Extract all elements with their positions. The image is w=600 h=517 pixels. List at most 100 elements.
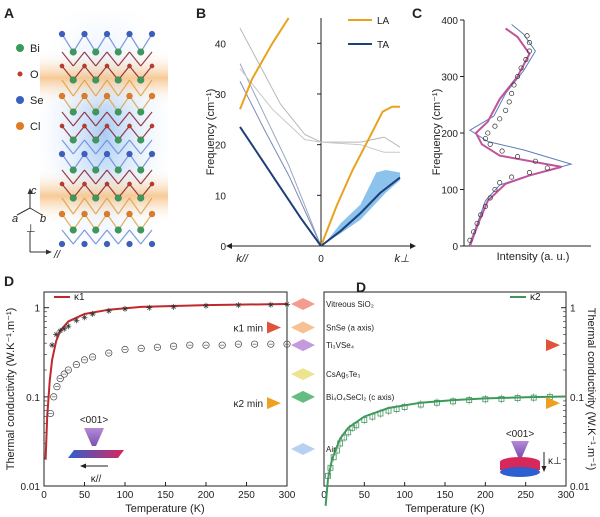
material-label: SnSe (a axis) (326, 323, 374, 332)
kappa-x-tick-label: 50 (359, 490, 371, 501)
lattice-bond (117, 51, 130, 67)
material-diamond (291, 339, 315, 352)
dos-y-tick-label: 200 (441, 129, 458, 140)
dos-marker (467, 237, 473, 243)
atom-cl (148, 92, 156, 100)
kappa2-point (385, 407, 392, 414)
kappa-par-point (186, 341, 194, 349)
lattice-bond (84, 111, 97, 127)
kappa-par-point (80, 356, 89, 364)
lattice-bond (106, 79, 119, 97)
legend-la: LA (377, 16, 390, 27)
lattice-bond (140, 197, 153, 215)
inset-right-disk-mid (500, 462, 540, 470)
kappa1-point (267, 301, 274, 308)
atom-bi (114, 136, 122, 144)
kappa2-point (417, 401, 424, 408)
dos-marker (503, 107, 509, 113)
kappa2-point (530, 394, 537, 401)
lattice-bond (117, 111, 130, 127)
atom-o (104, 123, 110, 129)
x-tick-kpar: k// (236, 253, 249, 265)
branch-ta (239, 126, 322, 247)
kappa1-point (235, 302, 242, 309)
legend-bi-dot (16, 44, 24, 52)
material-label: Bi₄O₄SeCl₂ (c axis) (326, 393, 395, 402)
kappa2-point (450, 398, 456, 405)
axis-par-label: // (53, 249, 61, 261)
atom-o (127, 123, 132, 129)
lattice-bond (129, 51, 142, 67)
kappa-min-arrow (267, 397, 281, 410)
atom-bi (69, 226, 77, 234)
atom-cl (81, 210, 88, 218)
lattice-bond (117, 139, 130, 155)
kappa-x-tick-label: 50 (79, 490, 91, 501)
optical-branch (239, 63, 322, 247)
kappa2-point (369, 413, 376, 420)
lattice-bond (61, 229, 74, 245)
lattice-bond (95, 229, 108, 245)
y-tick-label: 30 (215, 90, 227, 101)
kappa1-point (57, 327, 64, 334)
dos-marker (485, 130, 491, 136)
lattice-bond (140, 229, 153, 245)
lattice-bond (61, 111, 74, 127)
atom-bi (137, 194, 145, 202)
axis-triad: c a b ⊥ // (12, 185, 61, 261)
lattice-bond (106, 229, 119, 245)
lattice-bond (117, 229, 130, 245)
kappa1-point (81, 314, 88, 321)
kappa1-point (105, 307, 112, 314)
kappa2-point (327, 464, 334, 471)
legend-ta: TA (377, 40, 389, 51)
panel-a-letter: A (4, 5, 14, 21)
kappa2-legend: κ2 (510, 292, 541, 303)
lattice-bond (72, 79, 85, 97)
kappa-x-tick-label: 250 (238, 490, 255, 501)
dos-marker (478, 212, 484, 218)
atom-bi (137, 108, 145, 116)
kappa-x-tick-label: 100 (396, 490, 413, 501)
optical-branches (239, 27, 401, 247)
lattice-bond (72, 139, 85, 155)
kappa-par-point (137, 344, 145, 352)
lattice-bond (95, 169, 108, 185)
dos-marker (526, 40, 533, 46)
axis-c-label: c (31, 185, 37, 197)
kappa2-point (341, 434, 348, 441)
lattice-bond (72, 229, 85, 245)
atom-bi (114, 108, 122, 116)
lattice-bond (106, 33, 119, 53)
x-tick-kperp: k⊥ (394, 253, 409, 265)
atom-cl (103, 92, 111, 100)
dos-marker (497, 116, 503, 122)
atom-bi (69, 76, 77, 84)
kappa-par-point (267, 340, 275, 348)
lattice-bond (84, 139, 97, 155)
kappa-y-tick-label: 0.1 (570, 393, 584, 404)
branch-la (239, 17, 290, 110)
atom-se (81, 240, 88, 248)
atom-se (148, 30, 156, 38)
lattice-bond (95, 197, 108, 215)
inset-right-disk-bottom (500, 467, 540, 477)
atom-bi (137, 136, 145, 144)
kappa-frame (323, 291, 567, 487)
dos-marker (482, 136, 488, 142)
kappa2-point (334, 447, 340, 454)
material-diamond (291, 368, 315, 381)
kappa2-data (324, 339, 567, 506)
x-arrow-right (410, 243, 416, 249)
kappa-min-arrow (546, 339, 560, 352)
material-diamond (291, 390, 315, 403)
kappa2-point (361, 417, 368, 423)
kappa1-point (170, 303, 177, 310)
atom-se (103, 30, 111, 38)
atom-bi (69, 108, 77, 116)
lattice-bond (72, 197, 85, 215)
atom-se (81, 30, 88, 38)
material-label: Vitreous SiO₂ (326, 300, 374, 309)
kappa1-point (49, 342, 56, 349)
